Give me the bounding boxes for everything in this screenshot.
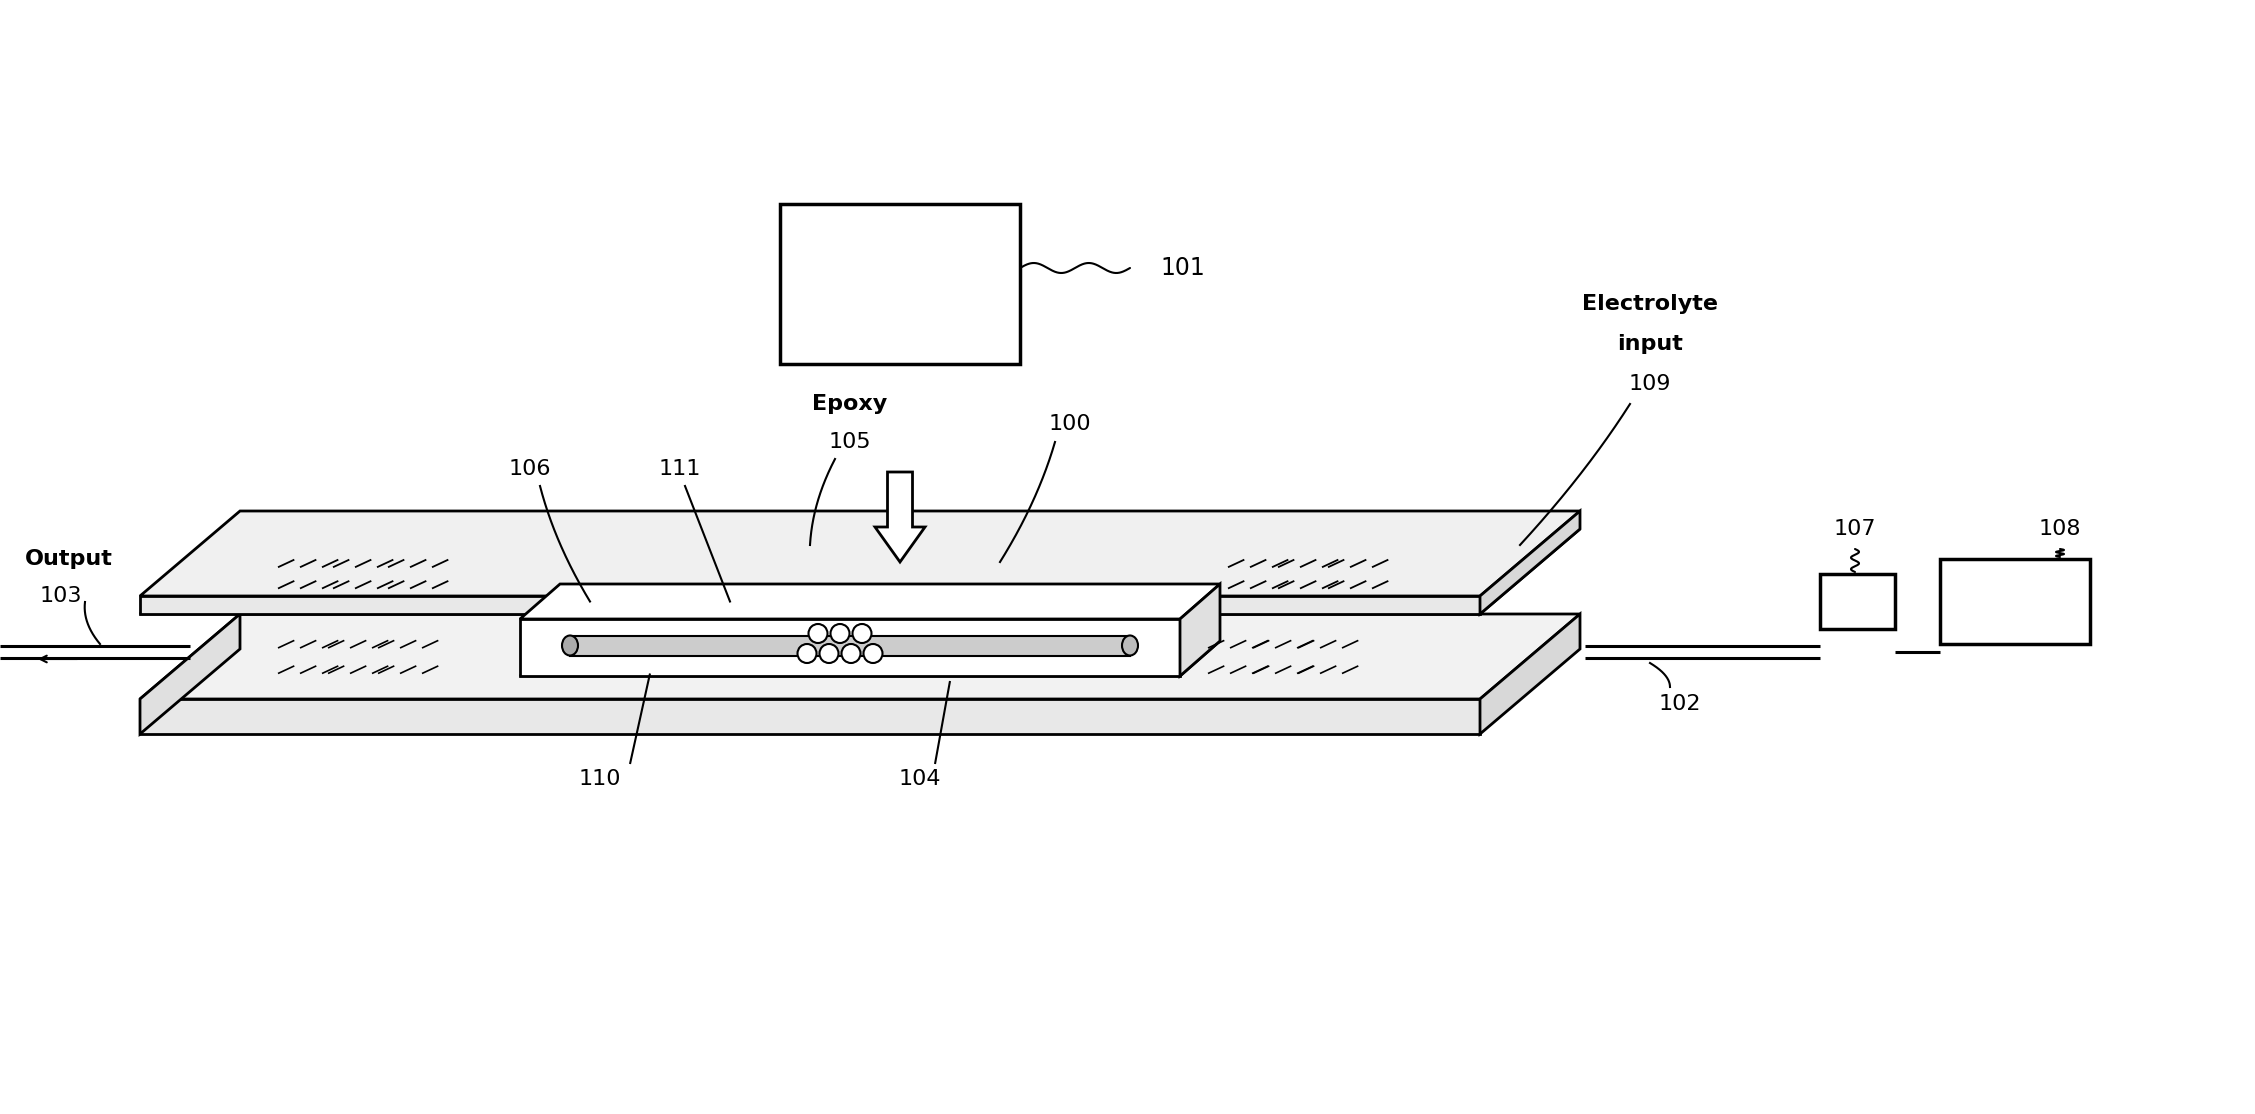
Polygon shape xyxy=(140,529,1581,614)
Text: 109: 109 xyxy=(1628,374,1671,394)
Text: 106: 106 xyxy=(510,459,550,479)
Text: 103: 103 xyxy=(41,586,83,606)
Text: 107: 107 xyxy=(1833,519,1876,539)
Text: 108: 108 xyxy=(2039,519,2081,539)
Text: Epoxy: Epoxy xyxy=(812,394,888,414)
Polygon shape xyxy=(140,614,1581,698)
Circle shape xyxy=(798,644,816,663)
Polygon shape xyxy=(1179,584,1220,676)
Ellipse shape xyxy=(1123,635,1139,655)
Bar xyxy=(1939,559,2090,644)
Polygon shape xyxy=(571,635,1130,655)
Circle shape xyxy=(841,644,861,663)
Text: input: input xyxy=(1617,334,1682,354)
Ellipse shape xyxy=(561,635,577,655)
Text: Output: Output xyxy=(25,549,113,569)
Text: 102: 102 xyxy=(1660,694,1700,714)
Bar xyxy=(1820,574,1894,629)
Polygon shape xyxy=(140,698,1479,734)
Text: 101: 101 xyxy=(1159,256,1204,280)
Polygon shape xyxy=(521,619,1179,676)
Polygon shape xyxy=(140,596,1479,614)
Polygon shape xyxy=(875,472,925,561)
Circle shape xyxy=(864,644,882,663)
Text: Electrolyte: Electrolyte xyxy=(1583,294,1718,314)
Bar xyxy=(780,204,1019,364)
Text: 104: 104 xyxy=(900,769,940,789)
Circle shape xyxy=(830,624,850,643)
Text: 110: 110 xyxy=(580,769,620,789)
Text: 100: 100 xyxy=(1049,414,1091,434)
Polygon shape xyxy=(1479,511,1581,614)
Polygon shape xyxy=(521,584,1220,619)
Circle shape xyxy=(852,624,870,643)
Polygon shape xyxy=(521,641,1220,676)
Polygon shape xyxy=(140,511,1581,596)
Polygon shape xyxy=(140,614,239,734)
Circle shape xyxy=(810,624,828,643)
Text: 111: 111 xyxy=(658,459,701,479)
Text: 105: 105 xyxy=(828,432,870,452)
Polygon shape xyxy=(1479,614,1581,734)
Circle shape xyxy=(819,644,839,663)
